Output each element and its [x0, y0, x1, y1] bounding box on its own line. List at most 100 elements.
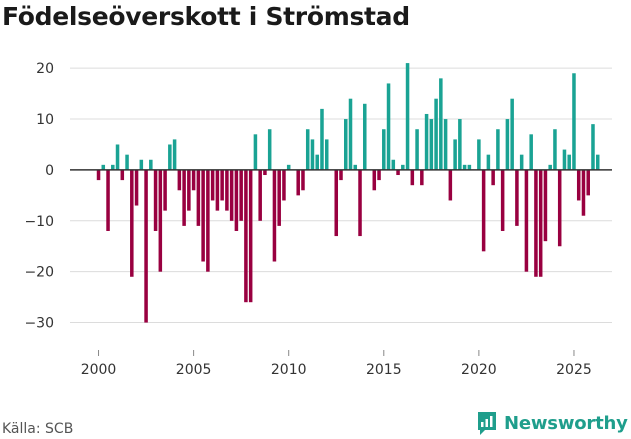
bar [467, 164, 472, 170]
bar [534, 169, 538, 277]
bar [486, 154, 491, 170]
bar [258, 169, 262, 221]
bar [553, 129, 557, 170]
bar [310, 139, 315, 170]
bar [462, 164, 467, 170]
bar [510, 98, 514, 170]
x-tick-label: 2010 [271, 362, 307, 378]
bar [358, 169, 362, 237]
bar [177, 169, 182, 191]
bar [305, 129, 310, 170]
bar [301, 169, 305, 191]
bar [191, 169, 196, 191]
bar [529, 134, 533, 170]
y-axis-ticks: 20 10 0 −10 −20 −30 [24, 61, 54, 331]
bar [115, 144, 120, 170]
bar [372, 169, 377, 191]
bar [239, 169, 243, 221]
bar [548, 164, 552, 170]
bar [334, 169, 339, 237]
bar [519, 154, 524, 170]
bar [210, 169, 215, 201]
bar [296, 169, 300, 196]
bar [149, 159, 153, 170]
bar [206, 169, 210, 272]
bar [134, 169, 139, 206]
bar [458, 119, 462, 170]
y-tick-label: −30 [24, 316, 54, 332]
bar [543, 169, 548, 242]
bar [386, 83, 391, 170]
bar [225, 169, 229, 211]
bar [234, 169, 239, 231]
x-tick-label: 2000 [81, 362, 117, 378]
y-tick-label: 10 [36, 112, 54, 128]
bar [344, 119, 348, 170]
bar [267, 129, 272, 170]
bar [405, 63, 410, 170]
bars [96, 63, 600, 323]
x-tick-label: 2005 [176, 362, 212, 378]
bar [429, 119, 434, 170]
bar [101, 164, 106, 170]
bar [410, 169, 415, 186]
bar [120, 169, 125, 181]
bar [220, 169, 224, 201]
bar [263, 169, 267, 176]
bar [229, 169, 234, 221]
bar [215, 169, 220, 211]
bar [420, 169, 424, 186]
bar [153, 169, 158, 231]
bar [491, 169, 495, 186]
bar [576, 169, 581, 201]
bar [277, 169, 281, 226]
bar [172, 139, 177, 170]
brand-logo[interactable]: Newsworthy [476, 409, 628, 437]
bar [581, 169, 586, 216]
x-tick-label: 2020 [461, 362, 497, 378]
bar [424, 113, 429, 170]
y-tick-label: −10 [24, 214, 54, 230]
source-label: Källa: SCB [2, 421, 74, 437]
bar [96, 169, 101, 181]
bar [500, 169, 505, 231]
bar [505, 119, 510, 170]
bar [168, 144, 172, 170]
bar [382, 129, 386, 170]
bar [477, 139, 481, 170]
grid-lines [70, 67, 612, 324]
bar [315, 154, 319, 170]
bar [481, 169, 486, 252]
bar [324, 139, 329, 170]
bar [106, 169, 110, 231]
bar [125, 154, 129, 170]
bar [567, 154, 571, 170]
bar [130, 169, 134, 277]
bar [591, 124, 595, 170]
x-tick-label: 2015 [366, 362, 402, 378]
bar [196, 169, 201, 226]
bar [572, 73, 576, 170]
bar [253, 134, 258, 170]
bar [201, 169, 205, 262]
bar [182, 169, 186, 226]
bar [286, 164, 291, 170]
bar [562, 149, 567, 170]
bar [453, 139, 457, 170]
bar [363, 103, 367, 170]
bar [163, 169, 167, 211]
bar [144, 169, 148, 323]
bar [396, 169, 400, 176]
bar [139, 159, 144, 170]
bar [515, 169, 519, 226]
x-tick-label: 2025 [556, 362, 592, 378]
bar [586, 169, 590, 196]
bar [158, 169, 163, 272]
bar [448, 169, 453, 201]
bar [524, 169, 529, 272]
bar [439, 78, 443, 170]
bar [244, 169, 248, 303]
y-tick-label: 0 [45, 163, 54, 179]
y-tick-label: 20 [36, 61, 54, 77]
bar [282, 169, 286, 201]
